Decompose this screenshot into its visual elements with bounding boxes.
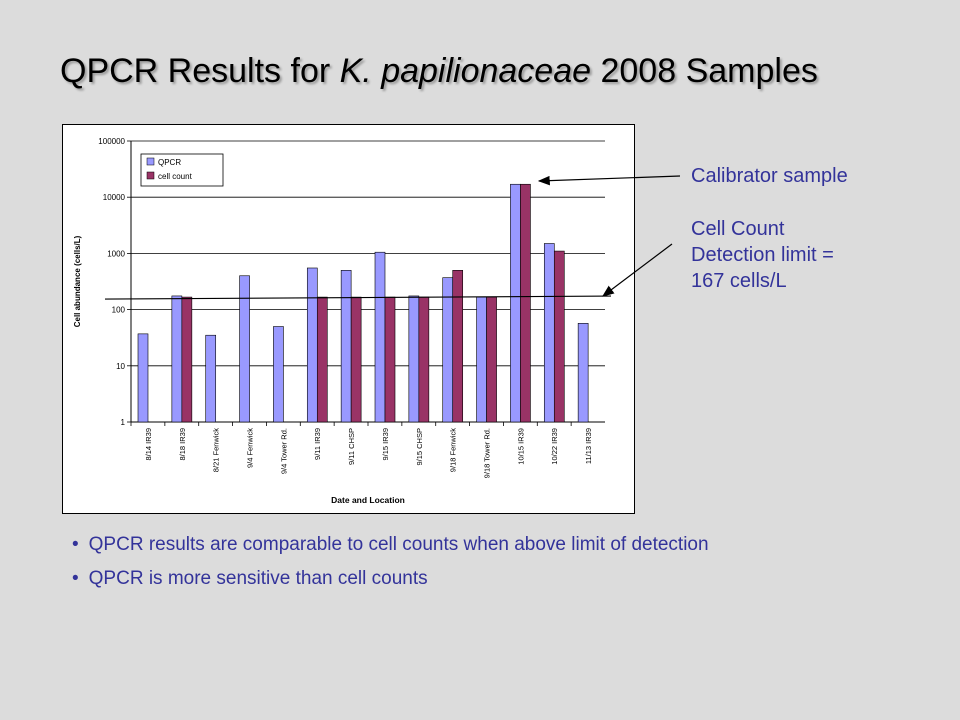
cell-count-bar <box>452 270 464 423</box>
chart-frame: 1 10 100 1000 10000 100000 8/14 IR39 8/18 IR39 8… <box>62 124 635 514</box>
x-tick-label: 8/18 IR39 <box>178 428 187 461</box>
x-tick-label: 10/15 IR39 <box>516 428 525 465</box>
qpcr-bar <box>205 334 217 423</box>
x-tick-label: 9/15 IR39 <box>381 428 390 461</box>
calibrator-annotation: Calibrator sample <box>691 165 848 187</box>
detection-limit-line <box>104 295 612 300</box>
y-tick-label: 100000 <box>98 137 125 146</box>
x-tick-label: 9/18 Tower Rd. <box>483 428 492 478</box>
x-tick-label: 10/22 IR39 <box>550 428 559 465</box>
y-tick-label: 10 <box>116 362 125 371</box>
x-tick-label: 9/15 CHSP <box>415 428 424 466</box>
x-tick-label: 11/13 IR39 <box>584 428 593 464</box>
detection-label-line1: Cell Count <box>691 218 785 240</box>
y-tick-label: 1000 <box>107 249 125 258</box>
detection-label-line2: Detection limit = <box>691 244 834 266</box>
bullet-item: QPCR is more sensitive than cell counts <box>72 568 709 590</box>
title-species: K. papilionaceae <box>339 52 592 90</box>
cell-count-bar <box>553 250 565 423</box>
title-prefix: QPCR Results for <box>60 52 340 90</box>
legend-swatch <box>146 157 155 166</box>
legend-swatch <box>146 171 155 180</box>
bullet-item: QPCR results are comparable to cell coun… <box>72 534 709 556</box>
x-tick-label: 8/14 IR39 <box>144 428 153 461</box>
legend-label: cell count <box>158 172 193 181</box>
detection-limit-annotation: Cell Count Detection limit = 167 cells/L <box>691 216 834 294</box>
x-axis-label: Date and Location <box>331 495 405 505</box>
y-tick-label: 1 <box>121 418 126 427</box>
qpcr-bar <box>137 333 149 423</box>
cell-count-bar <box>520 183 531 423</box>
y-tick-label: 10000 <box>103 193 126 202</box>
x-tick-label: 9/11 IR39 <box>313 428 322 460</box>
y-axis-label: Cell abundance (cells/L) <box>73 235 82 327</box>
cell-count-bar <box>316 296 328 423</box>
slide-title: QPCR Results for K. papilionaceae 2008 S… <box>60 52 818 91</box>
qpcr-bar <box>239 275 250 423</box>
title-suffix: 2008 Samples <box>591 52 818 90</box>
x-tick-label: 9/4 Fenwick <box>246 428 255 468</box>
x-tick-label: 9/4 Tower Rd. <box>279 428 288 474</box>
y-tick-label: 100 <box>112 306 126 315</box>
x-tick-label: 9/11 CHSP <box>347 428 356 465</box>
bullet-list: QPCR results are comparable to cell coun… <box>72 534 709 602</box>
bar-chart: 1 10 100 1000 10000 100000 8/14 IR39 8/18 IR39 8… <box>73 137 612 505</box>
detection-label-line3: 167 cells/L <box>691 270 787 292</box>
cell-count-bar <box>181 296 193 423</box>
legend-label: QPCR <box>158 158 181 167</box>
x-tick-label: 9/18 Fenwick <box>449 428 458 472</box>
qpcr-bar <box>577 323 589 423</box>
legend-box <box>140 153 224 187</box>
calibrator-arrow <box>537 175 681 186</box>
x-tick-label: 8/21 Fenwick <box>212 428 221 472</box>
detection-limit-arrow <box>602 243 673 297</box>
qpcr-bar <box>273 326 284 423</box>
